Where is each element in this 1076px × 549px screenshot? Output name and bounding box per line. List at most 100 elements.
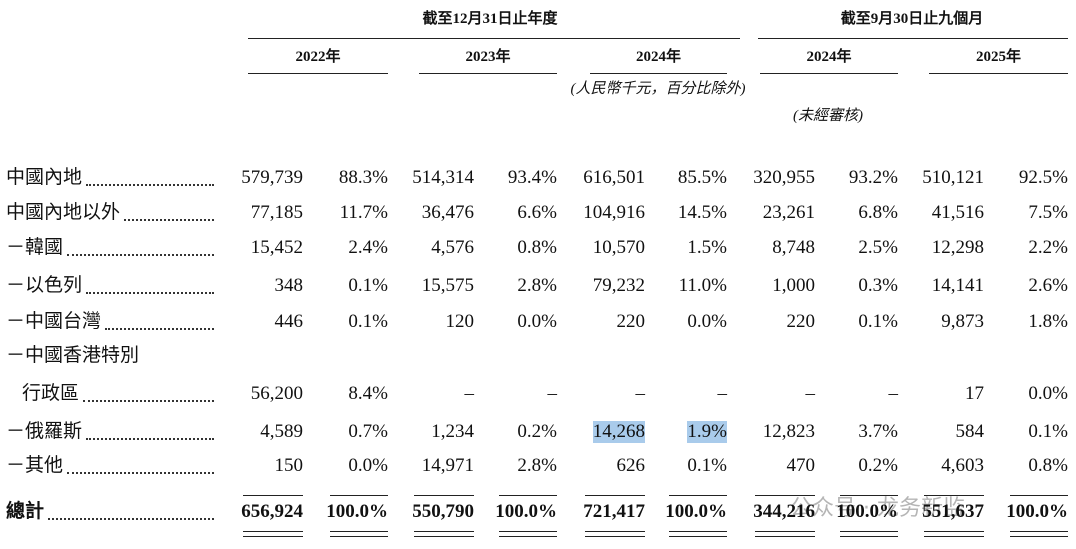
year-header: 2024年: [635, 49, 681, 65]
rule: [755, 495, 815, 496]
unit-note: (人民幣千元，百分比除外): [570, 81, 746, 97]
cell: 15,452: [250, 237, 303, 258]
cell: 14,268: [592, 421, 645, 443]
cell: 93.4%: [507, 167, 557, 188]
leader-dots: [86, 292, 214, 294]
row-label: －韓國: [6, 237, 64, 258]
rule: [585, 536, 645, 537]
rule: [585, 495, 645, 496]
cell: 4,603: [941, 455, 984, 476]
group-header: 截至12月31日止年度: [422, 11, 558, 27]
row-label: 中國內地: [6, 167, 83, 188]
cell: 79,232: [592, 275, 645, 296]
cell: 344,216: [753, 501, 815, 522]
row-label: 行政區: [22, 383, 80, 404]
rule: [924, 531, 984, 532]
cell: 8,748: [772, 237, 815, 258]
year-header: 2024年: [806, 49, 852, 65]
cell: 0.3%: [858, 275, 898, 296]
cell: 0.8%: [1028, 455, 1068, 476]
cell: 6.6%: [517, 202, 557, 223]
cell: 0.0%: [687, 311, 727, 332]
rule: [330, 495, 388, 496]
cell: –: [717, 383, 728, 404]
row-label: －俄羅斯: [6, 421, 83, 442]
cell: 0.1%: [687, 455, 727, 476]
cell: 15,575: [421, 275, 474, 296]
rule: [758, 38, 1068, 39]
cell: 721,417: [583, 501, 645, 522]
cell: 348: [274, 275, 304, 296]
cell: 320,955: [753, 167, 815, 188]
cell: 2.5%: [858, 237, 898, 258]
cell: 220: [786, 311, 816, 332]
cell: 0.1%: [1028, 421, 1068, 442]
year-header: 2022年: [295, 49, 341, 65]
cell: 2.8%: [517, 275, 557, 296]
cell: 3.7%: [858, 421, 898, 442]
cell: 514,314: [412, 167, 474, 188]
cell: 0.1%: [348, 275, 388, 296]
cell: 0.0%: [348, 455, 388, 476]
rule: [330, 531, 388, 532]
cell: 14,971: [421, 455, 474, 476]
rule: [243, 536, 303, 537]
rule: [1010, 495, 1068, 496]
cell: 551,637: [922, 501, 984, 522]
cell: 1,234: [431, 421, 474, 442]
cell: 56,200: [250, 383, 303, 404]
rule: [669, 531, 727, 532]
watermark: 公众号 · 龙务新监: [790, 496, 965, 521]
leader-dots: [86, 184, 214, 186]
leader-dots: [67, 254, 214, 256]
cell: 11.0%: [678, 275, 727, 296]
leader-dots: [83, 400, 214, 402]
cell: 77,185: [250, 202, 303, 223]
cell: 8.4%: [348, 383, 388, 404]
cell: 7.5%: [1028, 202, 1068, 223]
cell: –: [805, 383, 816, 404]
cell: 2.4%: [348, 237, 388, 258]
cell: 0.2%: [858, 455, 898, 476]
rule: [585, 531, 645, 532]
cell: 100.0%: [665, 501, 727, 522]
cell: 41,516: [931, 202, 984, 223]
cell: 584: [955, 421, 985, 442]
cell: 1.9%: [687, 421, 727, 443]
rule: [669, 536, 727, 537]
group-header: 截至9月30日止九個月: [840, 11, 984, 27]
cell: 1,000: [772, 275, 815, 296]
cell: 6.8%: [858, 202, 898, 223]
cell: 92.5%: [1018, 167, 1068, 188]
row-label: 總計: [6, 501, 45, 522]
rule: [590, 73, 727, 74]
leader-dots: [86, 438, 214, 440]
rule: [243, 531, 303, 532]
cell: 100.0%: [1006, 501, 1068, 522]
cell: 23,261: [762, 202, 815, 223]
cell: 550,790: [412, 501, 474, 522]
cell: 0.1%: [348, 311, 388, 332]
cell: 2.2%: [1028, 237, 1068, 258]
cell: –: [635, 383, 646, 404]
cell: 4,589: [260, 421, 303, 442]
cell: 446: [274, 311, 304, 332]
cell: 100.0%: [836, 501, 898, 522]
rule: [760, 73, 898, 74]
rule: [840, 536, 898, 537]
cell: 2.6%: [1028, 275, 1068, 296]
rule: [499, 531, 557, 532]
rule: [1010, 536, 1068, 537]
cell: 9,873: [941, 311, 984, 332]
cell: 36,476: [421, 202, 474, 223]
rule: [840, 531, 898, 532]
cell: 11.7%: [339, 202, 388, 223]
rule: [330, 536, 388, 537]
cell: 4,576: [431, 237, 474, 258]
cell: 626: [616, 455, 646, 476]
cell: 1.5%: [687, 237, 727, 258]
cell: 579,739: [241, 167, 303, 188]
cell: 12,823: [762, 421, 815, 442]
rule: [248, 38, 740, 39]
